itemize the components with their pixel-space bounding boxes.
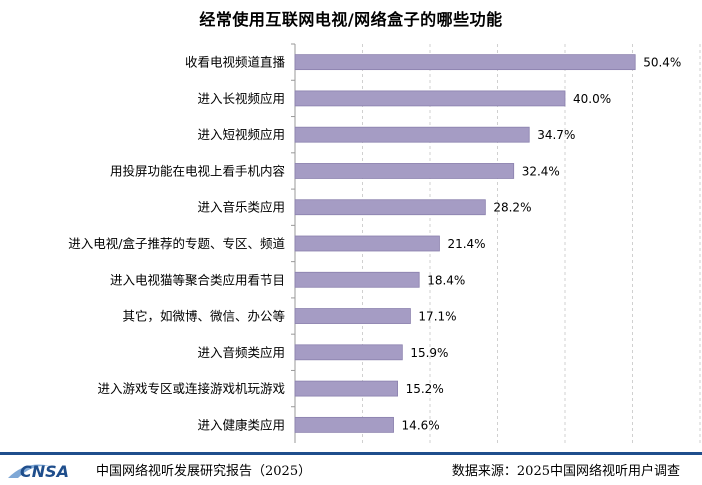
bar [294,54,636,71]
category-label: 进入健康类应用 [197,417,285,432]
category-label: 进入电视/盒子推荐的专题、专区、频道 [68,236,285,251]
value-label: 21.4% [447,237,485,251]
value-label: 14.6% [402,418,440,432]
category-axis [291,43,296,443]
cnsa-logo: CNSA [8,462,69,481]
bar [294,344,403,361]
category-label: 进入短视频应用 [197,127,285,142]
value-label: 50.4% [643,56,681,70]
footer-divider [0,452,702,455]
category-label: 进入音频类应用 [197,345,285,360]
category-label: 用投屏功能在电视上看手机内容 [110,163,285,178]
bar-chart: 收看电视频道直播 50.4% 进入长视频应用 40.0% 进入短视频应用 34.7% 用投屏… [68,43,701,443]
bar [294,308,411,324]
value-label: 34.7% [537,128,575,142]
bar [294,416,394,433]
bar [294,380,398,397]
category-label: 进入电视猫等聚合类应用看节目 [110,272,285,287]
value-label: 32.4% [522,164,560,178]
category-label: 收看电视频道直播 [185,55,286,70]
category-label: 进入音乐类应用 [197,200,285,215]
bar [294,199,486,216]
logo-text: CNSA [20,462,69,481]
bar [294,271,420,288]
bar [294,163,515,179]
value-label: 28.2% [493,201,531,215]
bars [294,54,636,433]
logo-swoosh-icon [8,464,50,478]
value-label: 15.9% [410,346,448,360]
value-label: 18.4% [427,273,465,287]
value-label: 17.1% [418,310,456,324]
category-label: 其它，如微博、微信、办公等 [122,309,285,324]
data-source: 数据来源：2025中国网络视听用户调查 [451,464,680,479]
chart-title: 经常使用互联网电视/网络盒子的哪些功能 [199,10,503,29]
category-label: 进入游戏专区或连接游戏机玩游戏 [97,381,285,396]
category-label: 进入长视频应用 [197,91,285,106]
value-label: 40.0% [573,92,611,106]
report-name: 中国网络视听发展研究报告（2025） [96,464,312,479]
bar [294,90,566,107]
labels: 收看电视频道直播 50.4% 进入长视频应用 40.0% 进入短视频应用 34.7% 用投屏… [68,55,681,433]
bar [294,126,530,143]
bar [294,235,440,252]
value-label: 15.2% [406,382,444,396]
